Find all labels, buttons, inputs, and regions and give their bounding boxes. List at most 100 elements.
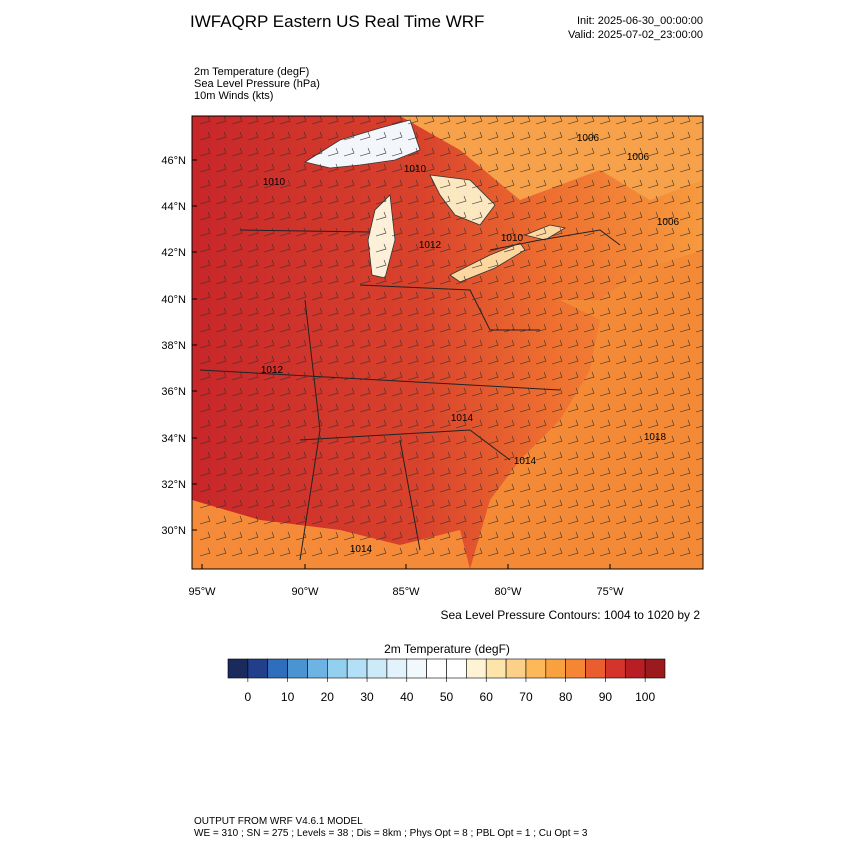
wind-barb [535, 307, 547, 317]
wind-barb [551, 275, 563, 285]
wind-barb [615, 483, 627, 493]
wind-barb [375, 163, 387, 173]
wind-barb [503, 131, 515, 141]
wind-barb [423, 275, 435, 285]
contour-label: 1010 [263, 177, 286, 188]
map-frame [191, 115, 704, 570]
wind-barb [375, 259, 387, 269]
wind-barb [487, 147, 499, 157]
wind-barb [263, 195, 275, 205]
footer-line: OUTPUT FROM WRF V4.6.1 MODEL [194, 816, 363, 827]
wind-barb [551, 483, 563, 493]
wind-barb [519, 131, 531, 141]
wind-barb [583, 435, 595, 445]
wind-barb [327, 435, 339, 445]
wind-barb [359, 307, 371, 317]
wind-barb [247, 483, 259, 493]
wind-barb [455, 147, 467, 157]
wind-barb [551, 531, 563, 541]
wind-barb [695, 553, 703, 557]
wind-barb [519, 531, 531, 541]
wind-barb [263, 499, 275, 509]
wind-barb [615, 387, 627, 397]
wind-barb [343, 243, 355, 253]
wind-barb [359, 483, 371, 493]
wind-barb [247, 419, 259, 429]
wind-barb [695, 505, 703, 509]
wind-barb [535, 371, 547, 381]
wind-barb [359, 531, 371, 541]
wind-barb [535, 275, 547, 285]
wind-barb [263, 419, 275, 429]
wind-barb [439, 211, 451, 221]
wind-barb [535, 467, 547, 477]
wind-barb [663, 515, 675, 525]
wind-barb [631, 211, 643, 221]
wind-barb [311, 547, 323, 557]
wind-barb [343, 307, 355, 317]
wind-barb [263, 515, 275, 525]
wind-barb [279, 195, 291, 205]
wind-barb [519, 243, 531, 253]
wind-barb [359, 451, 371, 461]
wind-barb [359, 275, 371, 285]
wind-barb [199, 243, 211, 253]
wind-barb [695, 265, 703, 269]
wind-barb [503, 547, 515, 557]
wind-barb [439, 131, 451, 141]
wind-barb [279, 147, 291, 157]
wind-barb [263, 275, 275, 285]
wind-barb [679, 323, 691, 333]
wind-barb [343, 339, 355, 349]
wind-barb [455, 116, 467, 125]
wind-barb [679, 243, 691, 253]
wind-barb [375, 116, 387, 125]
wind-barb [663, 403, 675, 413]
wind-barb [471, 116, 483, 125]
wind-barb [535, 547, 547, 557]
wind-barb [695, 169, 703, 173]
wind-barb [583, 307, 595, 317]
wind-barb [311, 499, 323, 509]
wind-barb [599, 179, 611, 189]
wind-barb [215, 547, 227, 557]
wind-barb [455, 291, 467, 301]
wind-barb [327, 467, 339, 477]
wind-barb [567, 147, 579, 157]
wind-barb [391, 451, 403, 461]
lat-label: 44°N [161, 201, 186, 213]
wind-barb [311, 387, 323, 397]
wind-barb [455, 371, 467, 381]
wind-barb [343, 531, 355, 541]
wind-barb [359, 467, 371, 477]
wind-barb [567, 387, 579, 397]
wind-barb [279, 531, 291, 541]
wind-barb [407, 355, 419, 365]
wind-barb [455, 547, 467, 557]
wind-barb [679, 515, 691, 525]
wind-barb [631, 259, 643, 269]
wind-barb [263, 435, 275, 445]
wind-barb [391, 291, 403, 301]
wind-barb [535, 259, 547, 269]
wind-barb [615, 435, 627, 445]
wind-barb [311, 163, 323, 173]
wind-barb [455, 211, 467, 221]
wind-barb [295, 339, 307, 349]
wind-barb [215, 483, 227, 493]
gulf [192, 500, 470, 569]
colorbar-box [644, 658, 666, 679]
wind-barb [279, 371, 291, 381]
wind-barb [679, 195, 691, 205]
wind-barb [343, 435, 355, 445]
wind-barb [311, 211, 323, 221]
wind-barb [663, 435, 675, 445]
wind-barb [647, 259, 659, 269]
wind-barb [199, 163, 211, 173]
wind-barb [375, 339, 387, 349]
wind-barb [407, 291, 419, 301]
wind-barb [647, 515, 659, 525]
wind-barb [679, 163, 691, 173]
wind-barb [247, 355, 259, 365]
lake-huron [429, 174, 496, 226]
